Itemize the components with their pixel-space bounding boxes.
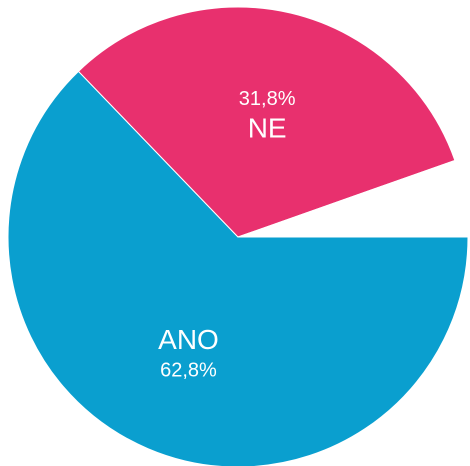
slice-label: NE: [248, 112, 287, 143]
slice-value-label: 31,8%: [239, 88, 296, 110]
pie-slice: [7, 70, 469, 466]
slice-value-label: 62,8%: [160, 360, 217, 382]
slice-label: ANO: [158, 324, 219, 355]
pie-slice: [237, 159, 469, 238]
pie-slice: [77, 6, 456, 238]
